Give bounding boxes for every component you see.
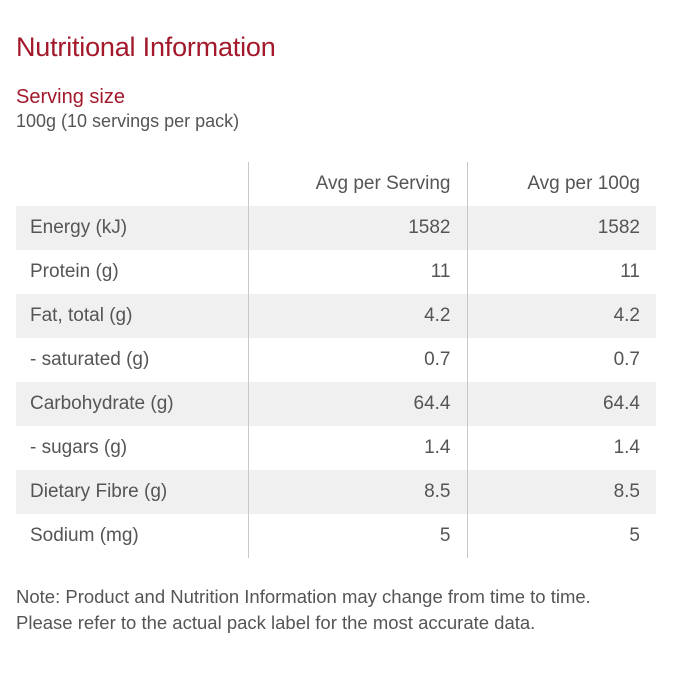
per-serving-value: 8.5 [247,470,467,514]
per-serving-value: 64.4 [247,382,467,426]
nutrient-label: Dietary Fibre (g) [30,481,168,502]
table-row: Sodium (mg) 5 5 [16,514,656,558]
per-100g-value: 4.2 [466,294,656,338]
table-header: Avg per Serving Avg per 100g [16,162,656,206]
per-serving-value: 11 [247,250,467,294]
per-100g-value: 8.5 [466,470,656,514]
per-serving-value: 0.7 [247,338,467,382]
table-row: Energy (kJ) 1582 1582 [16,206,656,250]
table-body: Energy (kJ) 1582 1582 Protein (g) 11 11 … [16,206,656,558]
header-avg-per-serving: Avg per Serving [247,162,467,206]
header-row: Avg per Serving Avg per 100g [16,162,656,206]
per-serving-value: 1.4 [247,426,467,470]
table-row: - saturated (g) 0.7 0.7 [16,338,656,382]
page-title: Nutritional Information [16,32,276,62]
nutrient-label: Carbohydrate (g) [30,393,174,414]
disclaimer-note: Note: Product and Nutrition Information … [16,586,591,633]
header-avg-per-100g: Avg per 100g [466,162,656,206]
table-row: Carbohydrate (g) 64.4 64.4 [16,382,656,426]
per-100g-value: 0.7 [466,338,656,382]
per-100g-value: 11 [466,250,656,294]
per-serving-value: 4.2 [247,294,467,338]
table-row: Fat, total (g) 4.2 4.2 [16,294,656,338]
header-nutrient [16,162,248,206]
table-row: - sugars (g) 1.4 1.4 [16,426,656,470]
nutrition-table: Avg per Serving Avg per 100g Energy (kJ)… [16,162,656,558]
per-serving-value: 5 [247,514,467,558]
per-100g-value: 64.4 [466,382,656,426]
nutrient-label: Sodium (mg) [30,525,139,546]
nutrient-label: Fat, total (g) [30,305,133,326]
per-100g-value: 1.4 [466,426,656,470]
table-row: Protein (g) 11 11 [16,250,656,294]
per-100g-value: 5 [466,514,656,558]
nutrient-label: - sugars (g) [30,437,128,458]
nutrient-label: Energy (kJ) [30,217,128,238]
per-100g-value: 1582 [466,206,656,250]
nutrient-label: Protein (g) [30,261,119,282]
serving-size-heading: Serving size [16,86,125,108]
serving-size-value: 100g (10 servings per pack) [16,111,240,131]
table-row: Dietary Fibre (g) 8.5 8.5 [16,470,656,514]
nutrition-panel: Nutritional Information Serving size 100… [16,0,656,636]
nutrient-label: - saturated (g) [30,349,150,370]
per-serving-value: 1582 [247,206,467,250]
